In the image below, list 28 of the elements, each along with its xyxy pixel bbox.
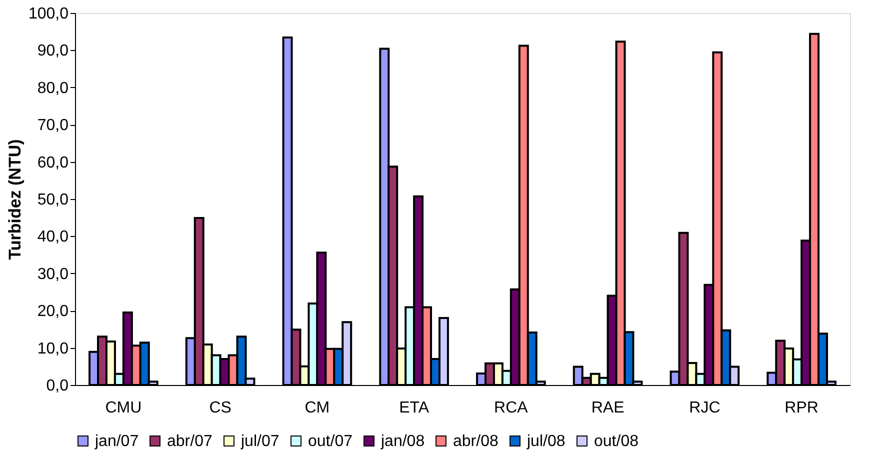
y-axis-title: Turbidez (NTU) [5,139,24,260]
y-tick-label: 50,0 [37,192,69,208]
y-tick-label: 90,0 [37,42,69,60]
x-tick-label: RJC [689,400,720,416]
x-tick-label: ETA [399,400,430,416]
y-tick-label: 60,0 [37,154,69,172]
y-tick-label: 100,0 [28,6,69,22]
y-tick-label: 70,0 [37,117,69,134]
y-tick-label: 20,0 [37,303,69,320]
legend-label: out/08 [594,433,639,450]
legend-label: jul/07 [240,433,280,450]
y-tick-label: 30,0 [37,266,69,283]
legend-label: jan/07 [94,433,139,450]
y-tick-label: 0,0 [46,378,69,394]
x-tick-label: RPR [784,400,818,416]
x-tick-label: RAE [591,400,624,416]
x-tick-label: CM [304,400,330,416]
y-tick-label: 80,0 [37,80,69,97]
y-tick-label: 10,0 [37,340,69,358]
legend-label: jul/08 [526,433,566,450]
x-tick-label: RCA [494,400,528,416]
x-tick-label: CS [209,400,232,416]
legend-label: jan/08 [380,433,425,450]
y-tick-label: 40,0 [37,228,69,246]
legend-label: abr/07 [167,433,212,450]
legend-label: abr/08 [453,433,498,450]
x-tick-label: CMU [105,400,142,416]
legend-label: out/07 [308,433,353,450]
